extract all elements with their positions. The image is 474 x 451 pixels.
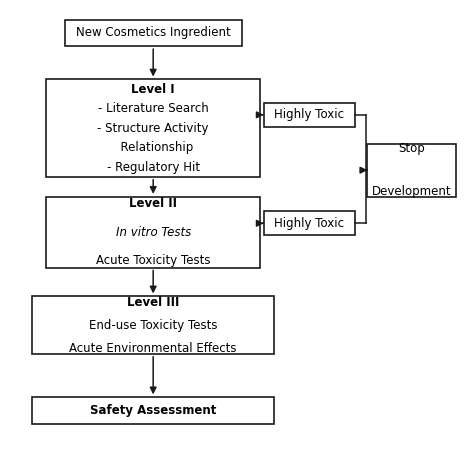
Text: Development: Development (372, 185, 451, 198)
Text: - Literature Search: - Literature Search (98, 102, 209, 115)
Text: - Structure Activity: - Structure Activity (98, 122, 209, 134)
Text: Highly Toxic: Highly Toxic (274, 108, 344, 121)
Bar (46, 197, 260, 267)
Text: Acute Toxicity Tests: Acute Toxicity Tests (96, 254, 210, 267)
Text: New Cosmetics Ingredient: New Cosmetics Ingredient (76, 27, 230, 39)
Bar (367, 143, 456, 197)
Bar (46, 79, 260, 177)
Text: Level I: Level I (131, 83, 175, 96)
Bar (264, 103, 355, 127)
Text: Acute Environmental Effects: Acute Environmental Effects (69, 341, 237, 354)
Bar (264, 211, 355, 235)
Text: In vitro Tests: In vitro Tests (116, 226, 191, 239)
Bar (32, 296, 274, 354)
Bar (32, 397, 274, 424)
Text: - Regulatory Hit: - Regulatory Hit (107, 161, 200, 174)
Text: Safety Assessment: Safety Assessment (90, 404, 216, 417)
Text: Highly Toxic: Highly Toxic (274, 217, 344, 230)
Text: End-use Toxicity Tests: End-use Toxicity Tests (89, 318, 218, 331)
Text: Level II: Level II (129, 197, 177, 210)
Text: Level III: Level III (127, 295, 179, 308)
Bar (65, 20, 242, 46)
Text: Relationship: Relationship (113, 141, 193, 154)
Text: Stop: Stop (398, 143, 425, 156)
